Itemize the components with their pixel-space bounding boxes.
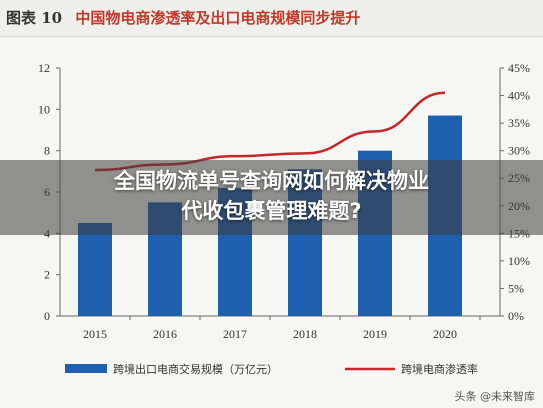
overlay-band xyxy=(0,160,543,235)
x-tick-label: 2017 xyxy=(223,327,247,341)
right-tick-label: 10% xyxy=(508,254,530,268)
x-axis: 2015 2016 2017 2018 2019 2020 xyxy=(83,316,481,341)
right-tick-label: 30% xyxy=(508,144,530,158)
figure-label: 图表 10 xyxy=(6,9,63,27)
watermark: 头条 @未来智库 xyxy=(454,390,536,403)
bar xyxy=(78,223,112,316)
overlay-line-1: 全国物流单号查询网如何解决物业 xyxy=(114,169,429,193)
x-tick-label: 2016 xyxy=(153,327,177,341)
left-tick-label: 8 xyxy=(44,144,50,158)
right-tick-label: 0% xyxy=(508,309,524,323)
right-tick-label: 35% xyxy=(508,116,530,130)
overlay-headline: 全国物流单号查询网如何解决物业 代收包裹管理难题? xyxy=(0,166,543,226)
right-tick-label: 5% xyxy=(508,281,524,295)
left-tick-label: 12 xyxy=(38,61,50,75)
x-tick-label: 2019 xyxy=(363,327,387,341)
right-tick-label: 45% xyxy=(508,61,530,75)
x-tick-label: 2015 xyxy=(83,327,107,341)
x-tick-label: 2018 xyxy=(293,327,317,341)
left-tick-label: 10 xyxy=(38,102,50,116)
legend-bar-label: 跨境出口电商交易规模（万亿元） xyxy=(113,362,278,376)
legend-bar-swatch xyxy=(65,364,107,373)
legend-line-label: 跨境电商渗透率 xyxy=(401,362,478,376)
legend: 跨境出口电商交易规模（万亿元） 跨境电商渗透率 xyxy=(65,362,478,376)
figure-title-text: 中国物电商渗透率及出口电商规模同步提升 xyxy=(75,9,361,27)
overlay-line-2: 代收包裹管理难题? xyxy=(181,199,362,223)
left-tick-label: 0 xyxy=(44,309,50,323)
x-tick-label: 2020 xyxy=(433,327,457,341)
left-tick-label: 2 xyxy=(44,268,50,282)
line-series xyxy=(94,91,446,172)
right-tick-label: 40% xyxy=(508,89,530,103)
figure-title: 图表 10 中国物电商渗透率及出口电商规模同步提升 xyxy=(6,7,360,28)
figure-header: 图表 10 中国物电商渗透率及出口电商规模同步提升 xyxy=(0,0,543,37)
